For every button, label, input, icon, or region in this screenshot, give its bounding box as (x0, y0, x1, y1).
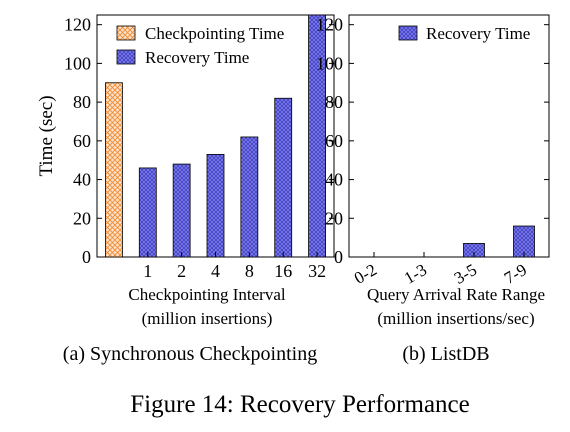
legend-label-checkpointing: Checkpointing Time (145, 24, 284, 43)
x-axis-label: Query Arrival Rate Range (367, 285, 545, 304)
x-tick-label: 32 (308, 261, 326, 281)
x-tick-label: 4 (211, 261, 220, 281)
x-axis-label-sub: (million insertions) (142, 309, 273, 328)
legend-swatch-recovery (116, 49, 136, 65)
y-tick-label: 60 (73, 131, 91, 151)
x-axis-label: Checkpointing Interval (128, 285, 285, 304)
y-axis-ticks: 0 20 40 60 80 100 120 (316, 15, 549, 267)
y-tick-label: 40 (73, 170, 91, 190)
panel-caption-a: (a) Synchronous Checkpointing (63, 343, 317, 365)
y-tick-label: 120 (316, 15, 343, 35)
y-tick-label: 80 (73, 92, 91, 112)
y-tick-label: 20 (325, 208, 343, 228)
legend-swatch-checkpointing (116, 25, 136, 41)
legend: Recovery Time (398, 24, 530, 43)
x-tick-label: 1-3 (401, 260, 430, 288)
y-tick-label: 0 (334, 247, 343, 267)
y-tick-label: 20 (73, 208, 91, 228)
x-tick-label: 16 (274, 261, 292, 281)
bar (274, 97, 293, 258)
x-tick-label: 1 (143, 261, 152, 281)
x-tick-label: 0-2 (351, 260, 380, 288)
x-axis-ticks: 1 2 4 8 16 32 (143, 252, 326, 281)
bars (463, 225, 535, 258)
y-tick-label: 100 (64, 53, 91, 73)
legend-label-recovery: Recovery Time (145, 48, 249, 67)
x-tick-label: 8 (245, 261, 254, 281)
y-tick-label: 40 (325, 170, 343, 190)
x-tick-label: 3-5 (451, 260, 480, 288)
y-tick-label: 0 (82, 247, 91, 267)
x-tick-label: 2 (177, 261, 186, 281)
chart-listdb: 0 20 40 60 80 100 120 0-2 1-3 3-5 7-9 Query Arriv… (316, 14, 550, 365)
y-tick-label: 120 (64, 15, 91, 35)
plot-frame (348, 14, 550, 258)
legend-swatch-recovery (398, 25, 418, 41)
x-tick-label: 7-9 (501, 260, 530, 288)
legend-label-recovery: Recovery Time (426, 24, 530, 43)
figure-caption: Figure 14: Recovery Performance (130, 391, 469, 418)
bar (240, 136, 259, 258)
chart-synchronous-checkpointing: 0 20 40 60 80 100 120 1 2 4 8 16 32 Time (sec) Chec… (36, 14, 335, 365)
bars (105, 14, 326, 258)
x-axis-label-sub: (million insertions/sec) (377, 309, 534, 328)
bar (105, 82, 123, 258)
legend: Checkpointing Time Recovery Time (116, 24, 284, 67)
y-axis-ticks: 0 20 40 60 80 100 120 (64, 15, 334, 267)
bar (206, 153, 225, 258)
y-tick-label: 80 (325, 92, 343, 112)
y-tick-label: 100 (316, 53, 343, 73)
bar (172, 163, 191, 258)
y-tick-label: 60 (325, 131, 343, 151)
bar (138, 167, 157, 258)
y-axis-label: Time (sec) (36, 95, 57, 176)
bar (308, 14, 326, 258)
panel-caption-b: (b) ListDB (402, 343, 489, 365)
